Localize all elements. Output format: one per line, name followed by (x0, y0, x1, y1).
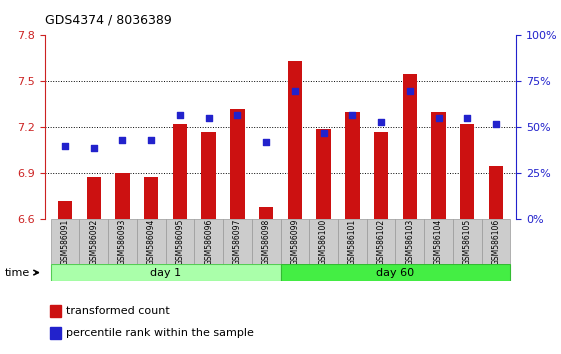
Text: GSM586102: GSM586102 (376, 218, 385, 265)
Bar (49, 305, 61, 317)
Point (204, 115, 213, 121)
FancyBboxPatch shape (424, 219, 453, 264)
Text: day 1: day 1 (150, 268, 181, 278)
Point (233, 112, 242, 118)
Text: GSM586094: GSM586094 (146, 218, 156, 265)
FancyBboxPatch shape (194, 219, 223, 264)
Bar (460, 124, 475, 219)
Text: GSM586093: GSM586093 (118, 218, 127, 265)
Point (405, 88, 414, 93)
FancyBboxPatch shape (108, 219, 137, 264)
Bar (115, 173, 130, 219)
Point (261, 139, 270, 145)
Point (89, 145, 98, 150)
Bar (173, 124, 187, 219)
FancyBboxPatch shape (50, 264, 280, 281)
Point (491, 121, 500, 127)
FancyBboxPatch shape (367, 219, 396, 264)
Text: GSM586092: GSM586092 (89, 218, 98, 265)
Bar (316, 129, 331, 219)
Bar (144, 177, 158, 219)
Text: GSM586103: GSM586103 (405, 218, 415, 265)
Bar (49, 327, 61, 339)
FancyBboxPatch shape (453, 219, 482, 264)
Text: GSM586104: GSM586104 (434, 218, 443, 265)
FancyBboxPatch shape (137, 219, 165, 264)
FancyBboxPatch shape (223, 219, 252, 264)
Text: GSM586101: GSM586101 (348, 218, 357, 265)
Bar (86, 177, 101, 219)
Text: GSM586105: GSM586105 (463, 218, 472, 265)
Text: GDS4374 / 8036389: GDS4374 / 8036389 (45, 13, 172, 27)
Bar (403, 74, 417, 219)
Bar (489, 166, 503, 219)
Text: percentile rank within the sample: percentile rank within the sample (66, 328, 254, 338)
FancyBboxPatch shape (50, 219, 79, 264)
Point (348, 112, 357, 118)
Text: transformed count: transformed count (66, 306, 170, 316)
Text: GSM586091: GSM586091 (61, 218, 70, 265)
Bar (345, 112, 360, 219)
Text: day 60: day 60 (376, 268, 415, 278)
FancyBboxPatch shape (252, 219, 280, 264)
Point (434, 115, 443, 121)
Bar (259, 207, 273, 219)
FancyBboxPatch shape (280, 264, 511, 281)
Text: GSM586106: GSM586106 (491, 218, 500, 265)
Text: GSM586099: GSM586099 (291, 218, 300, 265)
Point (463, 115, 472, 121)
FancyBboxPatch shape (396, 219, 424, 264)
Bar (230, 109, 245, 219)
FancyBboxPatch shape (280, 219, 309, 264)
FancyBboxPatch shape (79, 219, 108, 264)
Text: GSM586095: GSM586095 (176, 218, 185, 265)
Text: GSM586100: GSM586100 (319, 218, 328, 265)
Point (319, 130, 328, 136)
Text: GSM586098: GSM586098 (261, 218, 270, 265)
FancyBboxPatch shape (338, 219, 367, 264)
Text: GSM586096: GSM586096 (204, 218, 213, 265)
FancyBboxPatch shape (482, 219, 511, 264)
Point (118, 137, 127, 143)
Point (376, 119, 385, 125)
Point (176, 112, 185, 118)
FancyBboxPatch shape (309, 219, 338, 264)
Text: time: time (5, 268, 38, 278)
Bar (431, 112, 446, 219)
Bar (288, 62, 302, 219)
Text: GSM586097: GSM586097 (233, 218, 242, 265)
FancyBboxPatch shape (165, 219, 194, 264)
Bar (201, 132, 216, 219)
Point (147, 137, 156, 143)
Point (61, 143, 70, 149)
Bar (374, 132, 388, 219)
Point (291, 88, 300, 93)
Bar (58, 201, 72, 219)
